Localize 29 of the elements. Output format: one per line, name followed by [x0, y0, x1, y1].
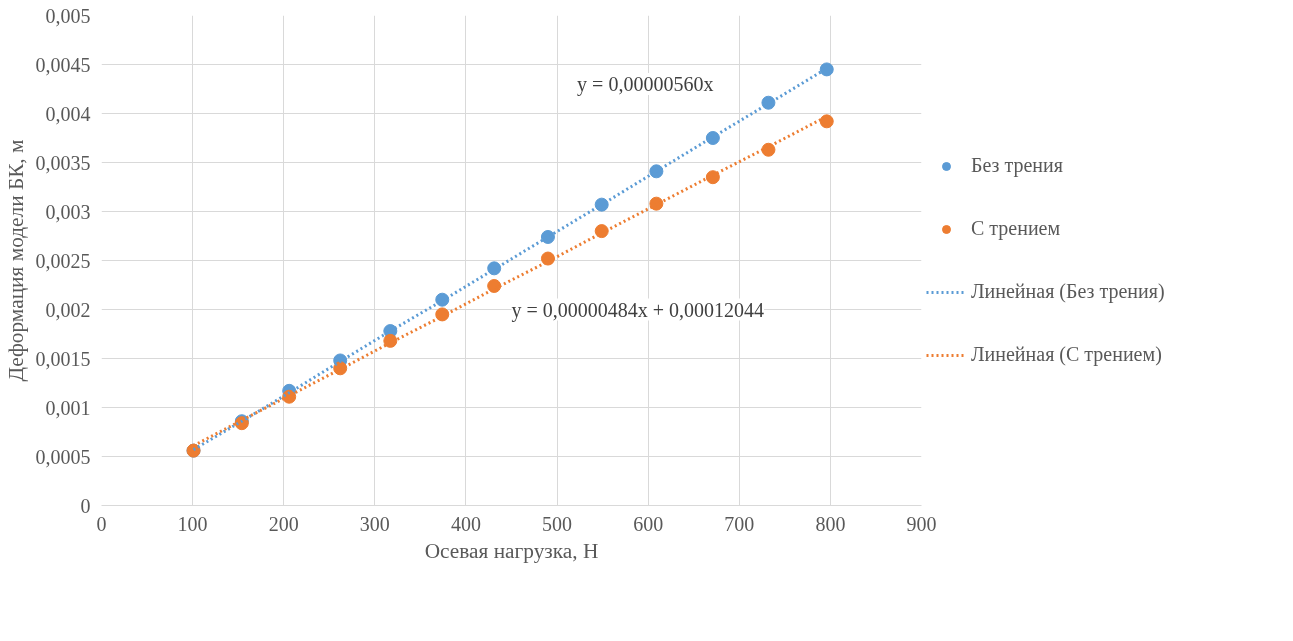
- y-tick-label: 0,0025: [35, 249, 91, 272]
- y-tick-label: 0,0015: [35, 347, 91, 370]
- x-tick-label: 400: [450, 512, 481, 535]
- y-tick-label: 0,0035: [35, 151, 91, 174]
- x-tick-label: 300: [359, 512, 390, 535]
- x-tick-label: 800: [815, 512, 846, 535]
- x-tick-label: 200: [268, 512, 299, 535]
- legend-label: С трением: [971, 217, 1061, 240]
- x-tick-label: 600: [633, 512, 664, 535]
- y-tick-label: 0,005: [45, 4, 91, 27]
- y-tick-label: 0,0045: [35, 53, 91, 76]
- annotation: y = 0,00000560x: [577, 73, 714, 97]
- legend-label: Линейная (Без трения): [971, 280, 1165, 303]
- y-tick-label: 0: [80, 494, 91, 517]
- y-tick-label: 0,0005: [35, 445, 91, 468]
- y-tick-label: 0,003: [45, 200, 91, 223]
- x-tick-label: 0: [96, 512, 107, 535]
- legend-label: Линейная (С трением): [971, 343, 1162, 366]
- x-tick-label: 900: [906, 512, 937, 535]
- x-tick-label: 500: [542, 512, 573, 535]
- x-axis-title: Осевая нагрузка, Н: [424, 538, 599, 563]
- y-axis-title: Деформация модели БК, м: [3, 139, 28, 382]
- y-tick-label: 0,004: [45, 102, 91, 125]
- y-tick-label: 0,001: [45, 396, 91, 419]
- annotation: y = 0,00000484x + 0,00012044: [511, 298, 765, 322]
- y-tick-label: 0,002: [45, 298, 91, 321]
- x-tick-label: 100: [177, 512, 208, 535]
- legend-label: Без трения: [971, 154, 1063, 177]
- x-tick-label: 700: [724, 512, 755, 535]
